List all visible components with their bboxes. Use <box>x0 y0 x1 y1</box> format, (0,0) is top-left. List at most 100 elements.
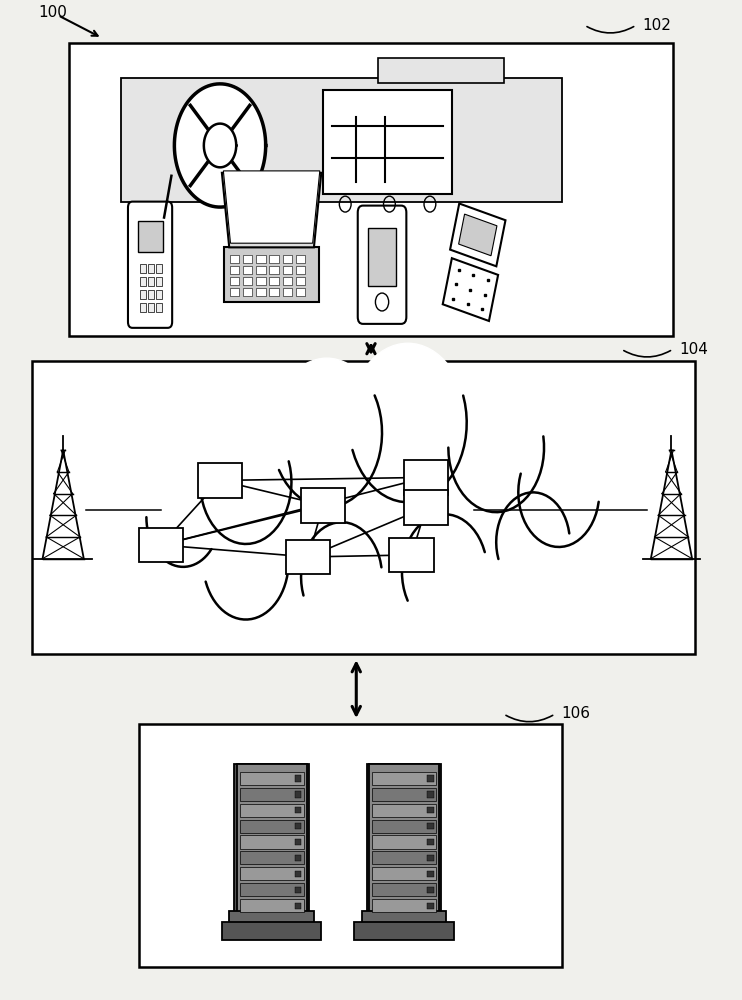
FancyBboxPatch shape <box>358 206 407 324</box>
FancyBboxPatch shape <box>139 277 145 286</box>
Circle shape <box>200 421 292 544</box>
FancyBboxPatch shape <box>296 277 306 285</box>
FancyBboxPatch shape <box>295 903 301 909</box>
FancyBboxPatch shape <box>295 775 301 782</box>
FancyBboxPatch shape <box>427 775 434 782</box>
FancyBboxPatch shape <box>256 255 266 263</box>
FancyBboxPatch shape <box>372 851 436 864</box>
FancyBboxPatch shape <box>427 839 434 845</box>
Text: 106: 106 <box>561 706 590 721</box>
FancyBboxPatch shape <box>269 277 279 285</box>
FancyBboxPatch shape <box>243 255 252 263</box>
FancyBboxPatch shape <box>256 288 266 296</box>
FancyBboxPatch shape <box>139 290 145 299</box>
FancyBboxPatch shape <box>32 361 695 654</box>
FancyBboxPatch shape <box>256 266 266 274</box>
FancyBboxPatch shape <box>229 288 239 296</box>
FancyBboxPatch shape <box>229 277 239 285</box>
FancyBboxPatch shape <box>295 855 301 861</box>
FancyBboxPatch shape <box>240 835 303 849</box>
FancyBboxPatch shape <box>243 277 252 285</box>
FancyBboxPatch shape <box>148 290 154 299</box>
FancyBboxPatch shape <box>295 807 301 813</box>
FancyBboxPatch shape <box>240 788 303 801</box>
FancyBboxPatch shape <box>121 78 562 202</box>
Text: 104: 104 <box>679 342 708 357</box>
Polygon shape <box>222 173 321 247</box>
Circle shape <box>402 514 487 629</box>
FancyBboxPatch shape <box>427 791 434 798</box>
FancyBboxPatch shape <box>139 264 145 273</box>
Polygon shape <box>174 84 266 207</box>
FancyBboxPatch shape <box>137 221 162 252</box>
FancyBboxPatch shape <box>240 804 303 817</box>
FancyBboxPatch shape <box>283 277 292 285</box>
FancyBboxPatch shape <box>295 839 301 845</box>
FancyBboxPatch shape <box>139 303 145 312</box>
FancyBboxPatch shape <box>222 922 321 940</box>
FancyBboxPatch shape <box>295 823 301 829</box>
FancyBboxPatch shape <box>256 277 266 285</box>
FancyBboxPatch shape <box>372 804 436 817</box>
Text: 100: 100 <box>38 5 67 20</box>
FancyBboxPatch shape <box>372 820 436 833</box>
Circle shape <box>203 504 289 620</box>
FancyBboxPatch shape <box>240 867 303 880</box>
FancyBboxPatch shape <box>128 202 172 328</box>
FancyBboxPatch shape <box>223 247 320 302</box>
FancyBboxPatch shape <box>240 772 303 785</box>
FancyBboxPatch shape <box>372 835 436 849</box>
FancyBboxPatch shape <box>139 528 183 562</box>
FancyBboxPatch shape <box>323 90 452 194</box>
Circle shape <box>448 383 544 512</box>
FancyBboxPatch shape <box>427 855 434 861</box>
FancyBboxPatch shape <box>378 58 504 83</box>
Polygon shape <box>450 204 505 266</box>
FancyBboxPatch shape <box>240 899 303 912</box>
Polygon shape <box>459 214 497 256</box>
FancyBboxPatch shape <box>296 288 306 296</box>
FancyBboxPatch shape <box>156 303 162 312</box>
FancyBboxPatch shape <box>427 887 434 893</box>
FancyBboxPatch shape <box>295 791 301 798</box>
FancyBboxPatch shape <box>362 911 447 933</box>
FancyBboxPatch shape <box>355 922 454 940</box>
FancyBboxPatch shape <box>372 772 436 785</box>
Circle shape <box>349 343 467 502</box>
FancyBboxPatch shape <box>69 43 673 336</box>
Polygon shape <box>223 171 320 243</box>
FancyBboxPatch shape <box>296 255 306 263</box>
FancyBboxPatch shape <box>234 764 309 918</box>
Polygon shape <box>146 395 599 620</box>
FancyBboxPatch shape <box>370 764 439 915</box>
FancyBboxPatch shape <box>269 255 279 263</box>
FancyBboxPatch shape <box>301 488 345 523</box>
FancyBboxPatch shape <box>156 290 162 299</box>
FancyBboxPatch shape <box>372 788 436 801</box>
FancyBboxPatch shape <box>367 764 441 918</box>
FancyBboxPatch shape <box>390 538 433 572</box>
FancyBboxPatch shape <box>198 463 242 498</box>
FancyBboxPatch shape <box>372 883 436 896</box>
Circle shape <box>301 522 382 631</box>
FancyBboxPatch shape <box>148 303 154 312</box>
FancyBboxPatch shape <box>237 764 306 915</box>
FancyBboxPatch shape <box>427 903 434 909</box>
Text: 102: 102 <box>642 18 671 33</box>
FancyBboxPatch shape <box>243 288 252 296</box>
FancyBboxPatch shape <box>286 540 330 574</box>
FancyBboxPatch shape <box>295 887 301 893</box>
FancyBboxPatch shape <box>368 228 396 286</box>
FancyBboxPatch shape <box>148 264 154 273</box>
Polygon shape <box>443 258 498 321</box>
FancyBboxPatch shape <box>269 266 279 274</box>
FancyBboxPatch shape <box>283 288 292 296</box>
FancyBboxPatch shape <box>404 490 448 525</box>
FancyBboxPatch shape <box>296 266 306 274</box>
FancyBboxPatch shape <box>427 823 434 829</box>
Polygon shape <box>204 124 236 167</box>
FancyBboxPatch shape <box>283 255 292 263</box>
FancyBboxPatch shape <box>229 266 239 274</box>
FancyBboxPatch shape <box>240 883 303 896</box>
FancyBboxPatch shape <box>372 867 436 880</box>
